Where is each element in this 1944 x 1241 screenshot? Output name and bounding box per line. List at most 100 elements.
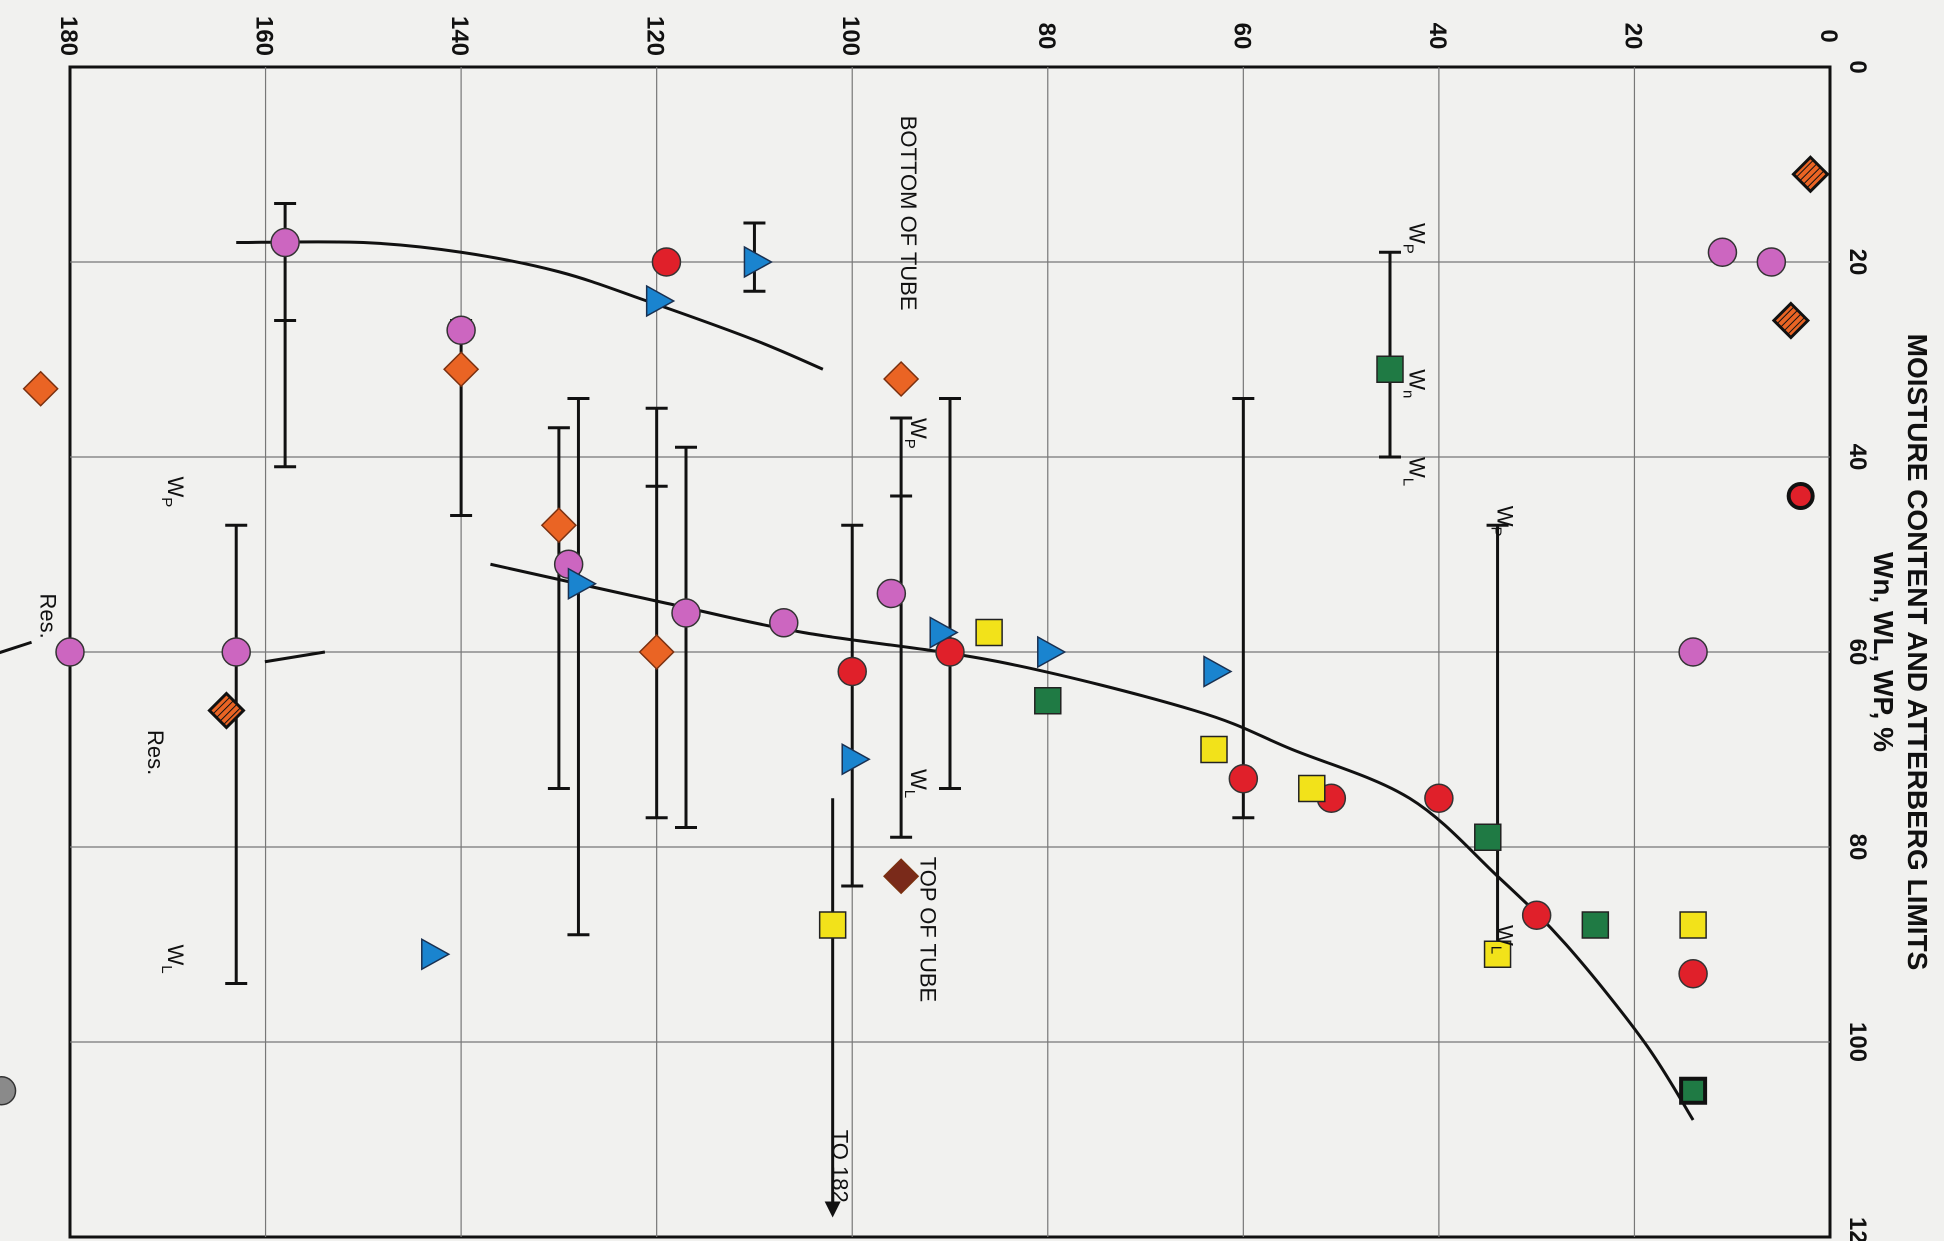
orange-diamond-point [443, 351, 480, 388]
y-tick-label: 60 [1228, 23, 1255, 50]
arrows [824, 798, 841, 1218]
range-bar [841, 523, 864, 888]
pink-circle-point [270, 227, 300, 258]
y-tick-label: 100 [837, 16, 864, 56]
red-circle-point [651, 247, 682, 277]
y-tick-label: 140 [446, 16, 473, 56]
pink-circle-point [446, 315, 476, 345]
green-square-point [1034, 687, 1062, 715]
range-bar [1379, 250, 1401, 459]
blue-triangle-point [1203, 655, 1233, 688]
data-points [0, 155, 1830, 1106]
arrow-head [824, 1201, 841, 1218]
chart-title: MOISTURE CONTENT AND ATTERBERG LIMITS [1902, 334, 1933, 971]
blue-triangle-point [567, 567, 597, 601]
trend-curve-mark [264, 650, 326, 664]
range-bar [675, 445, 697, 829]
annotation-label: TO 182 [828, 1130, 853, 1203]
pink-circle-point [876, 578, 907, 609]
annotation-label: WL [1488, 925, 1518, 954]
range-bar [567, 397, 590, 937]
y-tick-label: 180 [55, 16, 82, 56]
y-tick-label: 160 [251, 16, 278, 56]
x-tick-label: 120 [1844, 1217, 1871, 1241]
x-tick-label: 40 [1844, 444, 1871, 471]
trend-curve-mark [0, 640, 33, 655]
annotation-label: BOTTOM OF TUBE [896, 116, 921, 311]
y-tick-label: 80 [1033, 23, 1060, 50]
range-bar [939, 397, 961, 790]
annotation-label: WL [1400, 457, 1430, 486]
annotation-label: WP [158, 477, 188, 508]
annotation-label: Res. [143, 730, 168, 775]
arrow [824, 798, 841, 1218]
red-circle-point [1228, 764, 1259, 794]
chart-subtitle: Wn, WL, WP, % [1868, 552, 1899, 752]
range-bar [1232, 397, 1255, 820]
orange-diamond-point [540, 507, 577, 544]
blue-triangle-point [929, 616, 959, 649]
trend-curve [490, 562, 1695, 1121]
annotation-label: WP [1488, 506, 1518, 537]
atterberg-range-bars [225, 202, 1509, 985]
annotation-label: WP [901, 418, 931, 449]
x-tick-label: 60 [1844, 639, 1871, 666]
brown-diamond-point [883, 858, 920, 895]
red-hatched-circle-point [1786, 482, 1815, 510]
pink-circle-point [55, 637, 85, 667]
trend-curves [0, 240, 1695, 1121]
blue-triangle-point [1037, 635, 1067, 669]
red-circle-point [935, 637, 965, 667]
annotation-label: Res. [36, 594, 61, 639]
yellow-square-point [1298, 774, 1326, 803]
yellow-square-point [818, 911, 847, 939]
annotation-label: Wn [1400, 369, 1430, 398]
yellow-square-point [1200, 735, 1228, 764]
green-square-point [1581, 911, 1610, 939]
range-bar [645, 406, 668, 820]
blue-triangle-point [841, 742, 871, 776]
blue-triangle-point [645, 284, 676, 318]
pink-circle-point [1707, 237, 1738, 267]
orange-hatched-diamond-point [1771, 301, 1811, 340]
pink-circle-point [1678, 637, 1708, 667]
annotation-label: TOP OF TUBE [916, 857, 941, 1002]
orange-diamond-point [883, 360, 920, 398]
blue-triangle-point [743, 245, 773, 279]
pink-circle-point [1756, 247, 1787, 277]
y-tick-labels: 0 20 40 60 80 100 120 140 160 180 [55, 16, 1842, 56]
range-bar [890, 416, 913, 839]
green-square-point [1474, 823, 1502, 851]
range-bar [547, 426, 570, 790]
annotation-label: WL [901, 769, 931, 798]
red-circle-point [837, 656, 867, 687]
green-hatched-square-point [1679, 1076, 1708, 1105]
range-bar [450, 319, 473, 517]
x-tick-label: 80 [1844, 834, 1871, 861]
orange-diamond-point [638, 633, 675, 671]
red-circle-point [1424, 783, 1454, 813]
grey-circle-point [0, 1076, 17, 1106]
pink-circle-point [221, 637, 251, 667]
red-circle-point [1521, 900, 1552, 930]
orange-diamond-point [22, 370, 59, 407]
y-tick-label: 120 [642, 16, 669, 56]
annotation-label: WL [158, 945, 188, 974]
pink-circle-point [671, 598, 701, 628]
trend-curve [236, 240, 824, 371]
yellow-square-point [1679, 911, 1707, 939]
y-tick-label: 0 [1815, 29, 1842, 42]
green-square-point [1376, 355, 1404, 383]
range-bar [225, 523, 248, 985]
x-tick-label: 0 [1844, 60, 1871, 73]
red-circle-point [1678, 959, 1708, 989]
y-tick-label: 20 [1619, 23, 1646, 50]
blue-triangle-point [421, 937, 451, 971]
x-tick-labels: 0 20 40 60 80 100 120 [1844, 60, 1871, 1241]
x-tick-label: 100 [1844, 1022, 1871, 1062]
annotation-label: WP [1400, 223, 1430, 254]
yellow-square-point [1483, 940, 1512, 968]
y-tick-label: 40 [1424, 23, 1451, 50]
